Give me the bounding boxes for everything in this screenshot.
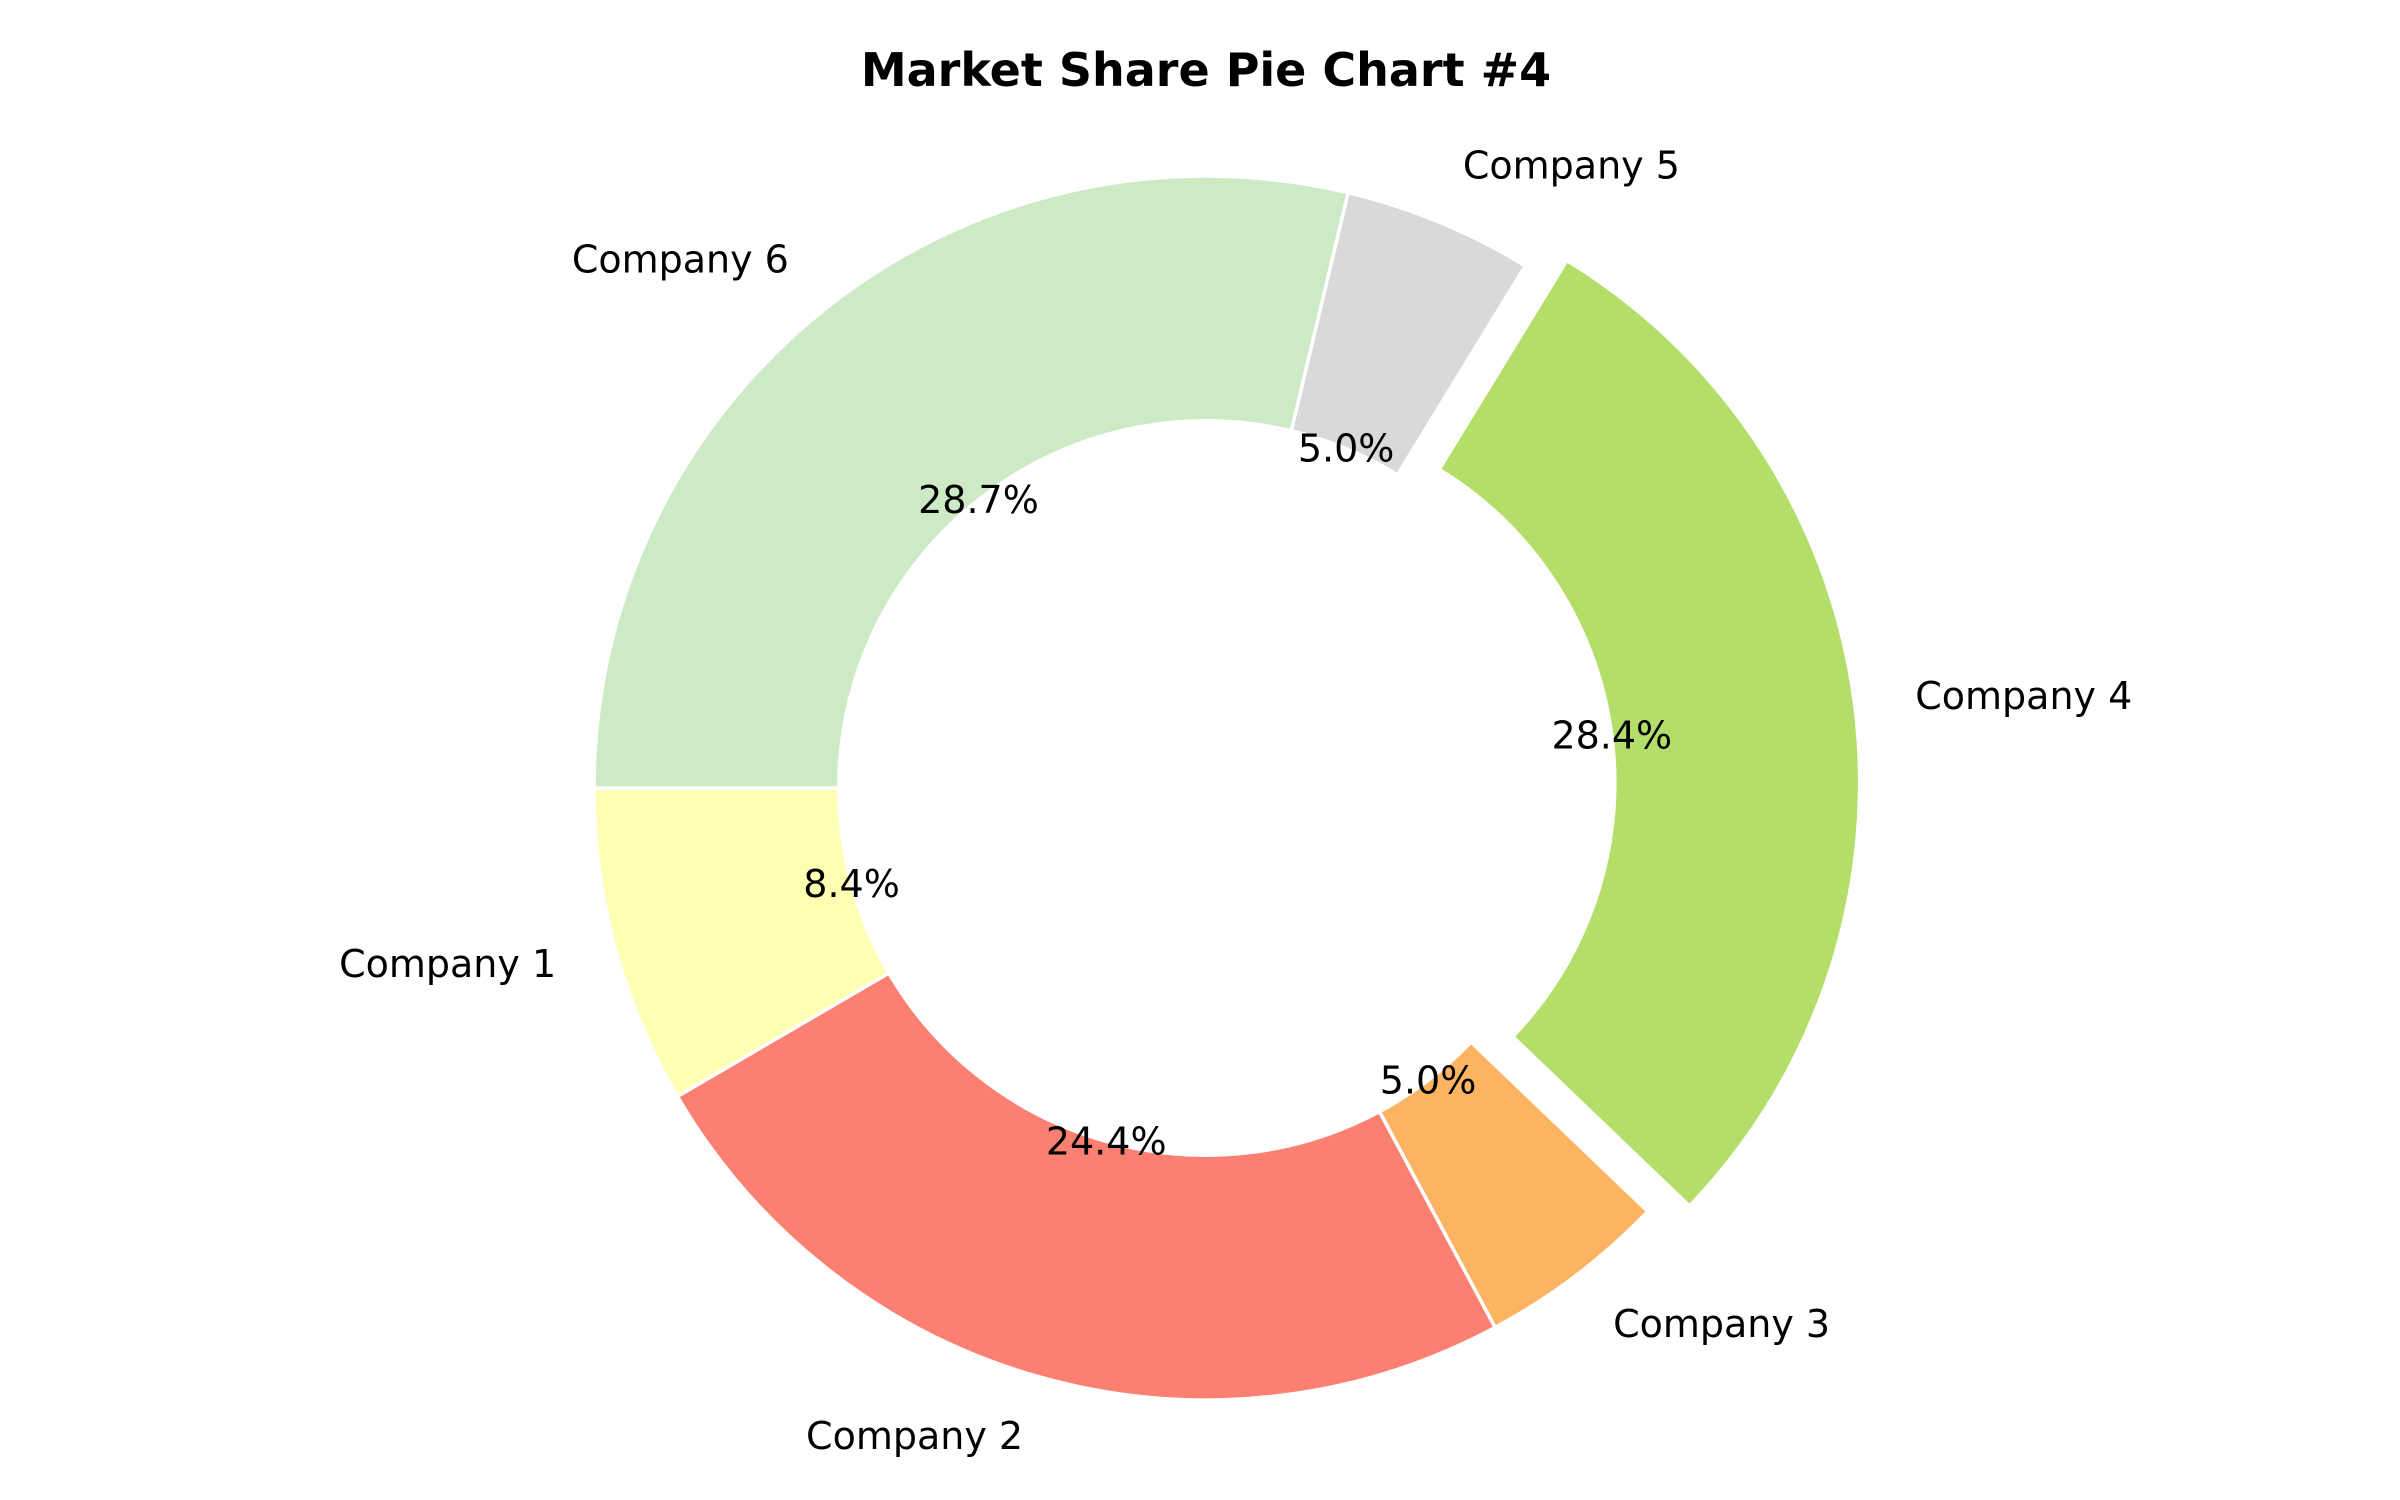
- pct-label-company-4: 28.4%: [1551, 713, 1672, 757]
- pct-label-company-5: 5.0%: [1298, 427, 1395, 471]
- slice-label-company-4: Company 4: [1915, 674, 2132, 718]
- pct-label-company-2: 24.4%: [1046, 1119, 1167, 1163]
- wedge-company-2: [675, 971, 1497, 1402]
- pct-label-company-1: 8.4%: [803, 862, 900, 906]
- slice-label-company-5: Company 5: [1463, 144, 1680, 188]
- slice-label-company-2: Company 2: [806, 1414, 1023, 1458]
- chart-title: Market Share Pie Chart #4: [861, 43, 1551, 97]
- pct-label-company-6: 28.7%: [918, 478, 1039, 522]
- wedge-group: [592, 174, 1862, 1402]
- pct-label-company-3: 5.0%: [1380, 1058, 1477, 1102]
- slice-label-company-1: Company 1: [339, 942, 556, 986]
- slice-label-company-3: Company 3: [1613, 1302, 1830, 1346]
- label-group: Company 1 8.4% Company 2 24.4% Company 3 5.0%…: [339, 144, 2132, 1458]
- wedge-company-3: [1377, 1040, 1650, 1330]
- wedge-company-4: [1437, 258, 1862, 1208]
- wedge-company-6: [592, 174, 1350, 790]
- slice-label-company-6: Company 6: [572, 238, 789, 282]
